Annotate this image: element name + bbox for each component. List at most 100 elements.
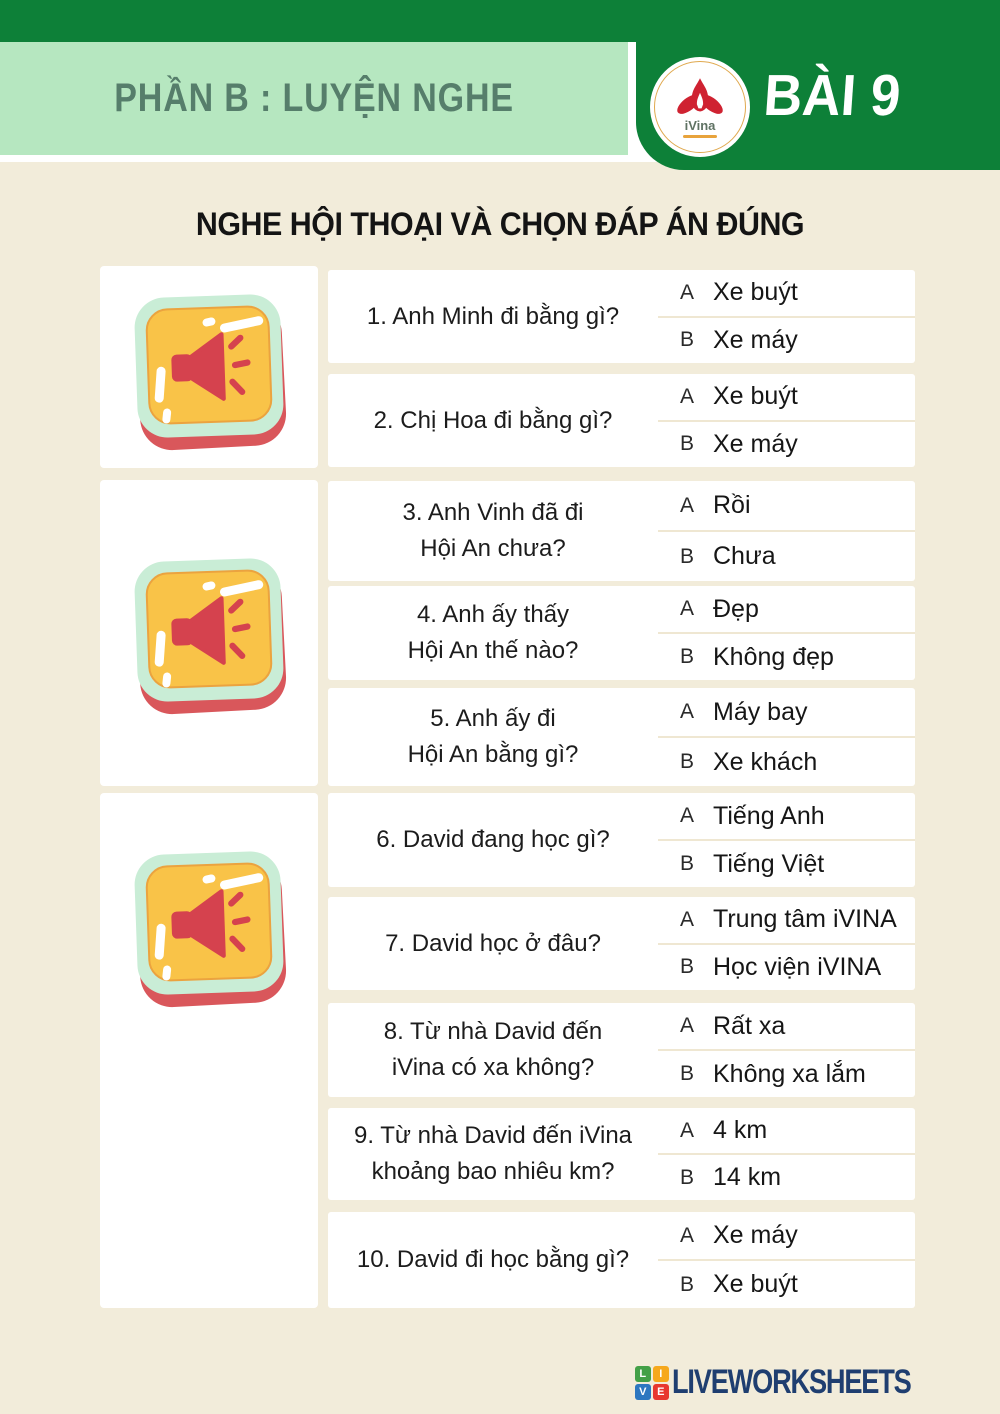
option-a[interactable]: A Xe buýt [658,270,915,316]
option-a[interactable]: A Xe máy [658,1212,915,1259]
option-text: Chưa [713,542,776,570]
ivina-logo: iVina [650,57,750,157]
option-b[interactable]: B Học viện iVINA [658,942,915,991]
question-card-3: 3. Anh Vinh đã đi Hội An chưa? A Rồi B C… [328,481,915,581]
option-b[interactable]: B Tiếng Việt [658,839,915,887]
option-text: Tiếng Anh [713,801,825,830]
question-card-5: 5. Anh ấy đi Hội An bằng gì? A Máy bay B… [328,688,915,786]
option-a[interactable]: A Đẹp [658,586,915,632]
question-text: 4. Anh ấy thấy Hội An thế nào? [407,601,579,664]
option-a[interactable]: A Máy bay [658,688,915,736]
option-letter: A [680,597,695,620]
play-audio-button-2[interactable] [133,557,288,716]
question-text: 3. Anh Vinh đã đi Hội An chưa? [402,499,584,562]
question-card-4: 4. Anh ấy thấy Hội An thế nào? A Đẹp B K… [328,586,915,680]
option-a[interactable]: A Rồi [658,481,915,530]
option-text: Đẹp [713,594,759,623]
option-letter: A [680,907,695,931]
option-b[interactable]: B Xe khách [658,736,915,786]
logo-square-l: L [634,1365,651,1382]
question-text: 6. David đang học gì? [376,826,610,853]
options: A 4 km B 14 km [658,1108,915,1200]
option-b[interactable]: B Xe máy [658,315,915,364]
play-audio-button-1[interactable] [133,293,288,452]
option-text: 4 km [713,1116,768,1144]
option-letter: A [680,1014,695,1037]
option-text: Máy bay [713,697,808,726]
option-text: Không đẹp [713,642,834,671]
question-text: 5. Anh ấy đi Hội An bằng gì? [407,705,579,768]
question-text: 10. David đi học bằng gì? [356,1246,630,1273]
option-a[interactable]: A Rất xa [658,1003,915,1049]
audio-box-2 [100,480,318,786]
audio-box-3 [100,793,318,1308]
option-text: Không xa lắm [713,1059,866,1088]
megaphone-icon [171,596,251,665]
option-text: Học viện iVINA [713,952,882,981]
question-text: 7. David học ở đâu? [385,929,601,957]
option-b[interactable]: B Không đẹp [658,632,915,680]
option-a[interactable]: A Trung tâm iVINA [658,897,915,943]
option-a[interactable]: A Xe buýt [658,374,915,420]
option-text: Xe máy [713,325,798,354]
option-letter: A [680,700,695,723]
logo-square-v: V [634,1383,651,1400]
option-letter: B [680,645,695,668]
option-letter: A [680,280,695,304]
option-b[interactable]: B Không xa lắm [658,1049,915,1097]
question-card-7: 7. David học ở đâu? A Trung tâm iVINA B … [328,897,915,990]
logo-tagline-bar [683,134,717,138]
option-text: Xe máy [713,429,798,458]
question-text: 8. Từ nhà David đến iVina có xa không? [383,1018,603,1081]
highlight-dash [161,965,172,981]
question-card-6: 6. David đang học gì? A Tiếng Anh B Tiến… [328,793,915,887]
option-text: Trung tâm iVINA [713,905,897,934]
option-b[interactable]: B 14 km [658,1153,915,1200]
megaphone-icon [171,332,251,401]
highlight-dash [161,408,172,424]
logo-square-i: I [652,1365,669,1382]
option-letter: B [680,1165,695,1189]
logo-square-e: E [652,1383,669,1400]
option-letter: A [680,384,695,408]
lotus-flower-icon [677,77,723,114]
option-text: Xe khách [713,747,818,776]
speaker-frame-yellow [145,304,273,426]
option-letter: A [680,1118,695,1142]
play-audio-button-3[interactable] [133,850,288,1009]
option-letter: B [680,328,695,352]
lesson-panel: iVina BÀI 9 [636,0,1000,170]
question-text: 2. Chị Hoa đi bằng gì? [373,406,613,434]
question-card-8: 8. Từ nhà David đến iVina có xa không? A… [328,1003,915,1097]
section-label: PHẦN B : LUYỆN NGHE [114,76,514,120]
question-card-2: 2. Chị Hoa đi bằng gì? A Xe buýt B Xe má… [328,374,915,467]
option-letter: A [680,493,695,517]
option-text: Rồi [713,491,751,519]
option-b[interactable]: B Xe máy [658,419,915,468]
option-b[interactable]: B Xe buýt [658,1259,915,1308]
option-a[interactable]: A 4 km [658,1108,915,1153]
option-b[interactable]: B Chưa [658,530,915,581]
option-a[interactable]: A Tiếng Anh [658,793,915,839]
option-text: Tiếng Việt [713,849,825,878]
logo-wordmark: iVina [684,117,716,133]
option-letter: B [680,955,695,979]
question-card-9: 9. Từ nhà David đến iVina khoảng bao nhi… [328,1108,915,1200]
liveworksheets-squares-icon: L I V E [634,1365,669,1400]
question-text: 9. Từ nhà David đến iVina khoảng bao nhi… [353,1122,633,1185]
question-card-1: 1. Anh Minh đi bằng gì? A Xe buýt B Xe m… [328,270,915,363]
option-letter: A [680,1223,695,1247]
option-letter: A [680,804,695,827]
option-text: Xe buýt [713,382,798,411]
option-letter: B [680,432,695,456]
options: A Xe máy B Xe buýt [658,1212,915,1308]
options: A Xe buýt B Xe máy [658,374,915,467]
liveworksheets-logo: L I V E LIVEWORKSHEETS [634,1363,970,1402]
section-banner: PHẦN B : LUYỆN NGHE [0,42,628,155]
option-letter: B [680,750,695,773]
speaker-frame-yellow [145,568,273,690]
option-letter: B [680,1272,695,1296]
option-letter: B [680,1062,695,1085]
options: A Rất xa B Không xa lắm [658,1003,915,1097]
